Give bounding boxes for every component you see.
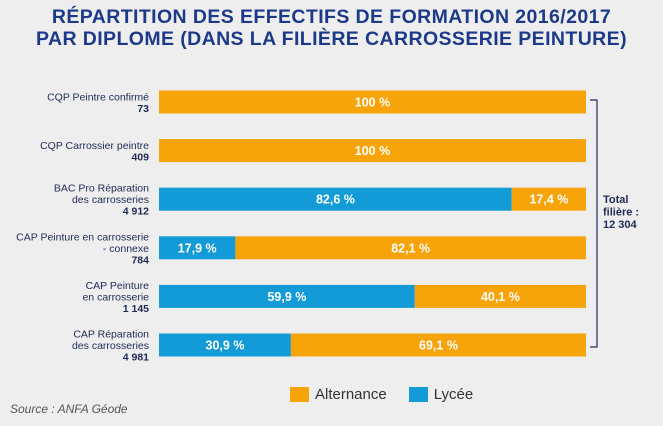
category-label: CAP Peinture en carrosserie (16, 231, 149, 243)
legend-swatch-alternance (290, 387, 309, 402)
chart-title-line-2: PAR DIPLOME (DANS LA FILIÈRE CARROSSERIE… (36, 28, 627, 50)
total-label: 12 304 (603, 219, 638, 231)
category-label: CQP Peintre confirmé (47, 91, 149, 103)
category-label: CAP Peinture (86, 280, 150, 292)
bar-value-label-lycee: 17,9 % (178, 241, 217, 255)
bar-segment-alternance (290, 333, 586, 357)
bar-value-label-alternance: 40,1 % (481, 290, 520, 304)
bar-segment-lycee (159, 187, 512, 211)
bar-segment-alternance (414, 284, 586, 308)
category-label: CAP Réparation (73, 329, 149, 341)
bar-segment-lycee (159, 333, 291, 357)
legend-item-lycee: Lycée (408, 386, 474, 403)
bar-value-label-alternance: 82,1 % (391, 241, 430, 255)
category-count: 409 (131, 151, 149, 163)
total-label: Total (603, 194, 628, 206)
category-label: des carrosseries (72, 340, 149, 352)
chart-title-line-1: RÉPARTITION DES EFFECTIFS DE FORMATION 2… (51, 6, 612, 28)
bar-value-label-alternance: 100 % (355, 96, 390, 110)
total-label: filière : (603, 207, 639, 219)
category-label: BAC Pro Réparation (54, 183, 149, 195)
source-note: Source : ANFA Géode (10, 402, 128, 416)
bar-value-label-lycee: 82,6 % (316, 193, 355, 207)
category-count: 1 145 (123, 303, 149, 315)
chart-title: RÉPARTITION DES EFFECTIFS DE FORMATION 2… (0, 6, 663, 50)
category-count: 784 (131, 254, 149, 266)
bar-segment-lycee (159, 236, 236, 260)
bar-value-label-alternance: 17,4 % (529, 193, 568, 207)
category-label: - connexe (103, 243, 149, 255)
bar-segment-alternance (511, 187, 586, 211)
bar-value-label-lycee: 30,9 % (206, 339, 245, 353)
category-label: en carrosserie (82, 291, 149, 303)
bar-value-label-alternance: 69,1 % (419, 339, 458, 353)
bar-value-label-alternance: 100 % (355, 144, 390, 158)
bar-segment-alternance (159, 90, 586, 114)
legend-swatch-lycee (408, 387, 428, 402)
legend-label-lycee: Lycée (433, 386, 474, 403)
legend-item-alternance: Alternance (290, 386, 387, 403)
legend: Alternance Lycée (290, 386, 495, 403)
category-count: 4 981 (123, 352, 149, 364)
bar-value-label-lycee: 59,9 % (267, 290, 306, 304)
category-label: des carrosseries (72, 194, 149, 206)
bar-segment-lycee (159, 284, 415, 308)
total-bracket (590, 99, 598, 348)
category-count: 73 (137, 103, 149, 115)
bar-segment-alternance (235, 236, 586, 260)
legend-label-alternance: Alternance (315, 386, 387, 403)
bar-segment-alternance (159, 139, 586, 163)
category-label: CQP Carrossier peintre (40, 140, 149, 152)
category-count: 4 912 (123, 206, 149, 218)
